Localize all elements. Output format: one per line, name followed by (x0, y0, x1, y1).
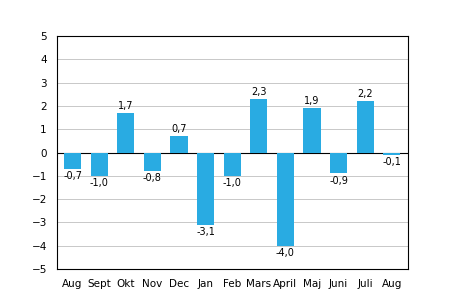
Text: -0,8: -0,8 (143, 173, 162, 183)
Text: -1,0: -1,0 (223, 178, 241, 188)
Text: 1,7: 1,7 (118, 101, 134, 111)
Bar (91, 153, 108, 176)
Bar (170, 136, 188, 153)
Text: -1,0: -1,0 (90, 178, 109, 188)
Bar (383, 153, 400, 155)
Text: 2,3: 2,3 (251, 87, 266, 97)
Bar (223, 153, 241, 176)
Bar (330, 153, 347, 173)
Bar (357, 101, 374, 153)
Text: -0,1: -0,1 (382, 157, 401, 167)
Bar (304, 108, 321, 153)
Text: 2,2: 2,2 (357, 89, 373, 99)
Text: 1,9: 1,9 (304, 96, 320, 106)
Bar (144, 153, 161, 171)
Text: -4,0: -4,0 (276, 248, 295, 258)
Bar (197, 153, 214, 225)
Text: -3,1: -3,1 (196, 227, 215, 237)
Bar (117, 113, 135, 153)
Text: 0,7: 0,7 (171, 124, 187, 134)
Text: -0,9: -0,9 (329, 176, 348, 186)
Bar (64, 153, 81, 169)
Text: -0,7: -0,7 (63, 171, 82, 181)
Bar (250, 99, 267, 153)
Bar (277, 153, 294, 246)
